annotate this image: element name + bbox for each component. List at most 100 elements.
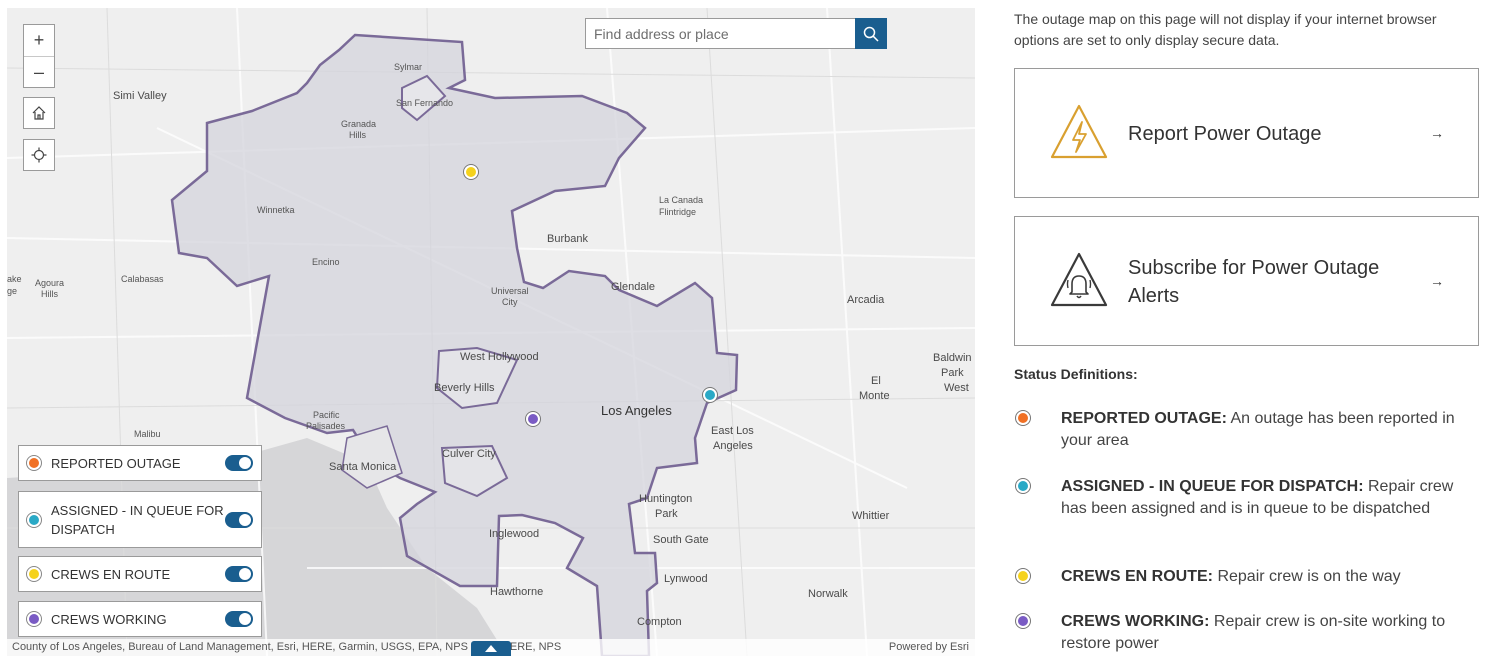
reported-outage-icon <box>1016 411 1030 425</box>
place-label: Park <box>941 367 964 379</box>
place-label: Arcadia <box>847 294 885 306</box>
place-label: Baldwin <box>933 352 972 364</box>
place-label: Beverly Hills <box>434 382 495 394</box>
arrow-right-icon: → <box>1430 125 1444 141</box>
crews-en-route-icon <box>1016 569 1030 583</box>
chevron-up-icon <box>485 645 497 652</box>
place-label: Hawthorne <box>490 586 544 598</box>
definition-text: An outage has been reported in your area <box>1061 410 1455 449</box>
search-bar <box>585 18 887 49</box>
place-label: Simi Valley <box>113 90 167 102</box>
zoom-out-button[interactable]: – <box>24 56 54 87</box>
place-label: Sylmar <box>394 62 423 72</box>
definition-text: Repair crew is on the way <box>1217 568 1401 585</box>
search-button[interactable] <box>855 18 887 49</box>
place-label: Culver City <box>442 448 496 460</box>
crews-working-marker[interactable] <box>526 412 540 426</box>
place-label: Flintridge <box>659 207 697 217</box>
search-input[interactable] <box>585 18 855 49</box>
legend-label: REPORTED OUTAGE <box>51 455 181 471</box>
subscribe-alerts-title: Subscribe for Power Outage Alerts <box>1128 257 1380 307</box>
place-label: Monte <box>859 390 890 402</box>
locate-icon <box>31 147 47 163</box>
place-label: Compton <box>637 616 682 628</box>
warning-lightning-icon <box>1050 104 1108 159</box>
arrow-right-icon: → <box>1430 273 1444 289</box>
attribution-text: County of Los Angeles, Bureau of Land Ma… <box>12 641 562 653</box>
definition-text: Repair crew has been assigned and is in … <box>1061 478 1454 517</box>
toggle-switch[interactable] <box>225 455 253 471</box>
place-label: Hills <box>349 130 366 140</box>
place-label: La Canada <box>659 195 704 205</box>
crews-en-route-icon <box>27 567 41 581</box>
legend-label: CREWS EN ROUTE <box>51 566 171 582</box>
place-label: Glendale <box>611 281 656 293</box>
definition-term: REPORTED OUTAGE: <box>1061 410 1227 427</box>
place-label: Palisades <box>306 421 346 431</box>
attribution-expand-button[interactable] <box>471 641 511 656</box>
legend-label: CREWS WORKING <box>51 611 167 627</box>
definition-term: CREWS EN ROUTE: <box>1061 568 1213 585</box>
legend-item-crews-en-route[interactable]: CREWS EN ROUTE <box>18 556 262 592</box>
home-button[interactable] <box>23 97 55 129</box>
subscribe-alerts-card[interactable]: Subscribe for Power Outage Alerts → <box>1014 216 1479 346</box>
place-label: Huntington <box>639 493 693 505</box>
crews-en-route-marker[interactable] <box>464 165 478 179</box>
place-label: Encino <box>312 257 340 267</box>
crews-working-icon <box>1016 614 1030 628</box>
crews-working-icon <box>27 612 41 626</box>
definition-term: CREWS WORKING: <box>1061 613 1210 630</box>
assigned-queue-icon <box>27 512 41 527</box>
place-label: Burbank <box>547 233 588 245</box>
place-label: Santa Monica <box>329 461 397 473</box>
home-icon <box>32 106 46 120</box>
report-outage-card[interactable]: Report Power Outage → <box>1014 68 1479 198</box>
city-boundary <box>170 33 739 656</box>
place-label: Los Angeles <box>601 403 672 418</box>
reported-outage-icon <box>27 456 41 470</box>
place-label: Whittier <box>852 510 890 522</box>
place-label: South Gate <box>653 534 709 546</box>
place-label: Pacific <box>313 410 340 420</box>
locate-button[interactable] <box>23 139 55 171</box>
place-label: Norwalk <box>808 588 848 600</box>
search-icon <box>863 26 879 42</box>
assigned-queue-marker[interactable] <box>703 388 717 402</box>
definition-term: ASSIGNED - IN QUEUE FOR DISPATCH: <box>1061 478 1364 495</box>
legend-label: ASSIGNED - IN QUEUE FOR DISPATCH <box>51 502 224 537</box>
place-label: Calabasas <box>121 274 164 284</box>
zoom-control: + – <box>23 24 55 88</box>
place-label: Hills <box>41 289 58 299</box>
toggle-switch[interactable] <box>225 611 253 627</box>
place-label: Winnetka <box>257 205 295 215</box>
secure-data-note: The outage map on this page will not dis… <box>1014 11 1437 48</box>
powered-by-text: Powered by Esri <box>888 641 969 653</box>
assigned-queue-icon <box>1016 479 1030 493</box>
place-label: Agoura <box>35 278 65 288</box>
place-label: Malibu <box>134 429 161 439</box>
place-label: West Hollywood <box>460 351 539 363</box>
place-label: Granada <box>341 119 377 129</box>
toggle-switch[interactable] <box>225 566 253 582</box>
place-label: San Fernando <box>396 98 454 108</box>
status-definitions-heading: Status Definitions: <box>1014 366 1138 382</box>
outage-map[interactable]: Simi Valley Sylmar San Fernando Granada … <box>7 8 975 656</box>
place-label: El <box>871 375 881 387</box>
zoom-in-button[interactable]: + <box>33 30 45 50</box>
place-label: City <box>502 297 518 307</box>
place-label: Angeles <box>713 440 753 452</box>
place-label: West <box>944 382 969 394</box>
place-label: Park <box>655 508 678 520</box>
report-outage-title: Report Power Outage <box>1128 123 1322 145</box>
place-label: Universal <box>491 286 529 296</box>
place-label: East Los <box>711 425 754 437</box>
alert-bell-icon <box>1050 252 1108 307</box>
legend-item-crews-working[interactable]: CREWS WORKING <box>18 601 262 637</box>
place-label: Lynwood <box>664 573 708 585</box>
toggle-switch[interactable] <box>225 511 253 528</box>
legend-item-assigned-queue[interactable]: ASSIGNED - IN QUEUE FOR DISPATCH <box>18 491 262 548</box>
definition-text: Repair crew is on-site working to restor… <box>1061 613 1446 652</box>
place-label: Inglewood <box>489 528 540 540</box>
place-label: ake <box>7 274 22 284</box>
legend-item-reported-outage[interactable]: REPORTED OUTAGE <box>18 445 262 481</box>
